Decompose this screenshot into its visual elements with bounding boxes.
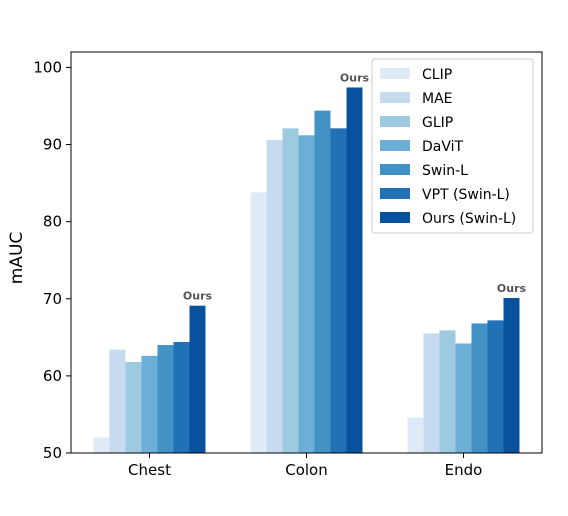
legend-label: GLIP (422, 115, 453, 131)
x-tick-label: Chest (128, 461, 171, 479)
bar (173, 341, 190, 453)
bars-group (93, 87, 520, 454)
y-tick-label: 90 (43, 136, 62, 154)
y-axis: 50 60 70 80 90 100 (33, 58, 71, 462)
legend-swatch (380, 140, 410, 151)
legend-label: CLIP (422, 67, 452, 83)
legend-box (371, 58, 534, 234)
legend-label: DaViT (422, 139, 464, 155)
legend-swatch (380, 164, 410, 175)
y-axis-label: mAUC (7, 232, 27, 285)
x-tick-label: Colon (285, 461, 328, 479)
bar (314, 110, 331, 453)
bar (125, 362, 142, 453)
legend: CLIP MAE GLIP DaViT Swin-L VPT (Swin-L) Ours (… (371, 58, 534, 234)
bar (503, 297, 520, 453)
bar (471, 323, 488, 453)
legend-label: MAE (422, 91, 453, 107)
bar (346, 87, 363, 453)
bar (266, 139, 283, 453)
y-tick-label: 70 (43, 290, 62, 308)
bar-annotation: Ours (497, 282, 527, 295)
bar (282, 128, 299, 453)
bar (189, 305, 206, 453)
bar (439, 330, 456, 453)
bar (455, 343, 472, 453)
x-axis: Chest Colon Endo (128, 453, 482, 479)
bar (93, 437, 110, 453)
legend-swatch (380, 188, 410, 199)
bar (298, 135, 315, 454)
y-tick-label: 50 (43, 444, 62, 462)
bar (109, 349, 126, 453)
bar (157, 345, 174, 453)
bar (423, 333, 440, 453)
legend-label: Swin-L (422, 163, 468, 179)
legend-label: Ours (Swin-L) (422, 211, 516, 227)
bar (250, 192, 267, 453)
bar-annotation: Ours (340, 71, 370, 84)
legend-label: VPT (Swin-L) (422, 187, 510, 203)
bar (487, 320, 504, 453)
y-tick-label: 100 (33, 58, 62, 76)
bar (407, 417, 424, 453)
legend-swatch (380, 68, 410, 79)
y-tick-label: 80 (43, 213, 62, 231)
legend-swatch (380, 92, 410, 103)
bar (330, 128, 347, 453)
legend-swatch (380, 116, 410, 127)
y-tick-label: 60 (43, 367, 62, 385)
annotations-group: Ours Ours Ours (183, 71, 527, 302)
bar-annotation: Ours (183, 290, 213, 303)
bar (141, 355, 158, 453)
x-tick-label: Endo (445, 461, 483, 479)
legend-swatch (380, 212, 410, 223)
